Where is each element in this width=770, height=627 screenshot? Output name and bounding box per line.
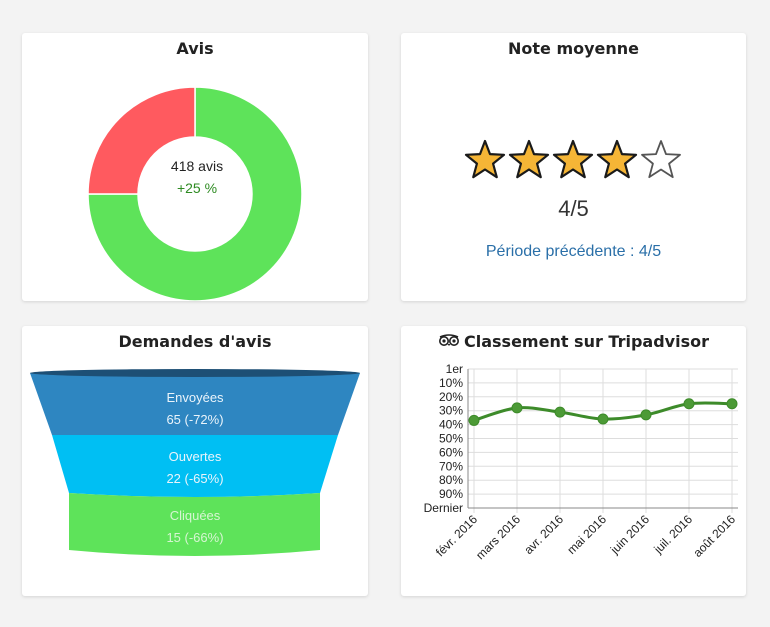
tripadvisor-ranking-chart: 1er10%20%30%40%50%60%70%80%90%Dernierfév… (424, 362, 739, 562)
note-title: Note moyenne (507, 39, 640, 58)
funnel-label-ouvertes: Ouvertes (168, 449, 222, 464)
funnel-value-envoyees: 65 (-72%) (166, 412, 224, 427)
requests-funnel (30, 369, 360, 556)
classement-title: Classement sur Tripadvisor (464, 332, 709, 351)
x-tick-label: juil. 2016 (651, 512, 696, 557)
funnel-value-cliquees: 15 (-66%) (166, 530, 224, 545)
funnel-stage-envoyees (30, 373, 360, 435)
reviews-count: 418 avis (170, 158, 224, 174)
y-tick-label: 60% (439, 445, 463, 459)
ranking-point (468, 414, 480, 426)
y-tick-label: 20% (439, 390, 463, 404)
y-tick-label: 1er (446, 362, 463, 376)
avis-title: Avis (176, 39, 214, 58)
ranking-point (511, 402, 523, 414)
y-tick-label: 40% (439, 418, 463, 432)
funnel-stage-cliquees (69, 493, 320, 556)
donut-center: 418 avis +25 % (127, 158, 267, 196)
y-tick-label: Dernier (424, 501, 463, 515)
y-tick-label: 30% (439, 404, 463, 418)
x-tick-label: août 2016 (690, 512, 738, 560)
classement-title-row: Classement sur Tripadvisor (401, 332, 746, 351)
avis-card: Avis 418 avis +25 % (22, 33, 368, 301)
avis-donut-chart (87, 86, 303, 301)
y-tick-label: 10% (439, 376, 463, 390)
x-tick-label: mai 2016 (564, 512, 609, 557)
ranking-point (683, 398, 695, 410)
y-tick-label: 80% (439, 473, 463, 487)
funnel-stage-ouvertes (52, 435, 338, 497)
funnel-label-envoyees: Envoyées (166, 390, 224, 405)
star-filled-icon (596, 139, 638, 179)
tripadvisor-owl-icon (439, 334, 459, 346)
funnel-top-rim (30, 369, 360, 377)
ranking-point (554, 406, 566, 418)
donut-slice-negative (87, 86, 196, 195)
ranking-point (597, 413, 609, 425)
y-tick-label: 70% (439, 459, 463, 473)
rating-value: 4/5 (558, 196, 589, 221)
star-empty-icon (641, 140, 681, 179)
note-card: Note moyenne 4/5 Période précédente : 4/… (401, 33, 746, 301)
x-tick-label: avr. 2016 (521, 512, 566, 557)
star-rating (464, 139, 681, 179)
x-tick-label: mars 2016 (473, 512, 523, 562)
star-filled-icon (508, 139, 550, 179)
classement-card: Classement sur Tripadvisor 1er 10% 20% 30% 4… (401, 326, 746, 596)
reviews-growth: +25 % (176, 180, 218, 196)
y-tick-label: 50% (439, 432, 463, 446)
ranking-point (640, 409, 652, 421)
donut-slice-positive (87, 86, 303, 301)
demandes-card: Demandes d'avis Envoyées 65 (-72%) Ouver… (22, 326, 368, 596)
star-filled-icon (552, 139, 594, 179)
ranking-point (726, 398, 738, 410)
x-tick-label: juin 2016 (607, 512, 652, 557)
previous-period-link[interactable]: Période précédente : 4/5 (485, 243, 662, 260)
funnel-value-ouvertes: 22 (-65%) (166, 471, 224, 486)
star-filled-icon (464, 139, 506, 179)
demandes-title: Demandes d'avis (118, 332, 272, 351)
funnel-label-cliquees: Cliquées (169, 508, 221, 523)
y-tick-label: 90% (439, 487, 463, 501)
